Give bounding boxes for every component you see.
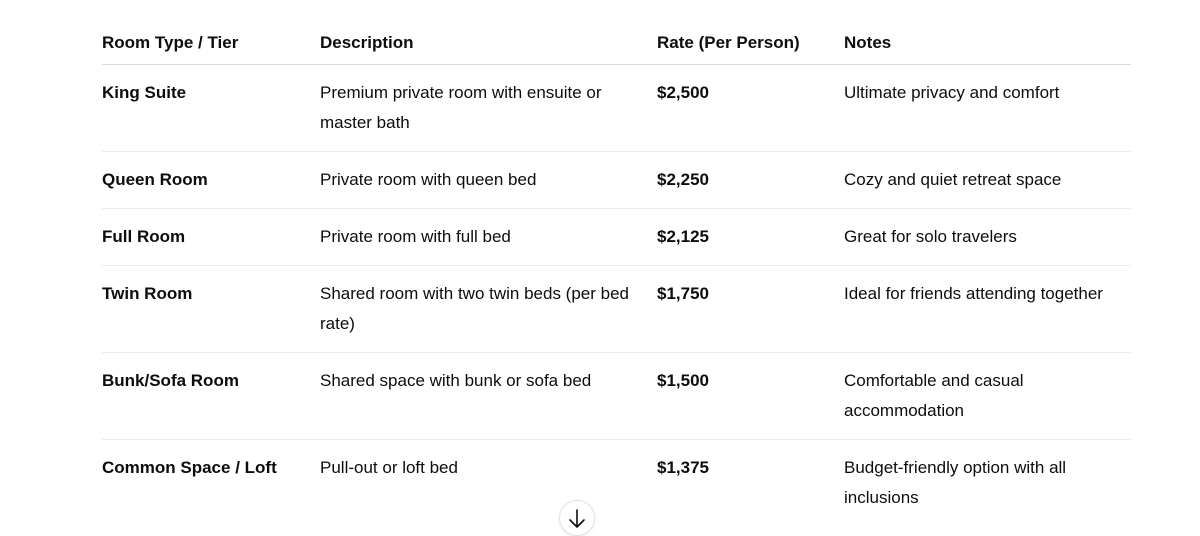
rate-cell: $2,125 [657, 208, 844, 266]
table-row: Bunk/Sofa Room Shared space with bunk or … [102, 352, 1131, 440]
header-rate: Rate (Per Person) [657, 26, 844, 65]
arrow-down-icon [569, 509, 585, 528]
notes-cell: Ideal for friends attending together [844, 265, 1131, 353]
notes-cell: Comfortable and casual accommodation [844, 352, 1131, 440]
header-notes: Notes [844, 26, 1131, 65]
header-description: Description [320, 26, 657, 65]
rate-cell: $1,750 [657, 265, 844, 353]
room-type-cell: Full Room [102, 208, 320, 266]
table-row: Queen Room Private room with queen bed $2,… [102, 151, 1131, 209]
table-header-row: Room Type / Tier Description Rate (Per P… [102, 26, 1131, 65]
rate-cell: $2,250 [657, 151, 844, 209]
scroll-to-bottom-button[interactable] [559, 500, 595, 536]
room-type-cell: Bunk/Sofa Room [102, 352, 320, 440]
description-cell: Private room with full bed [320, 208, 657, 266]
room-type-cell: Common Space / Loft [102, 458, 277, 477]
description-cell: Shared room with two twin beds (per bed … [320, 265, 657, 353]
notes-cell: Great for solo travelers [844, 208, 1131, 266]
rate-cell: $2,500 [657, 64, 844, 152]
description-cell: Private room with queen bed [320, 151, 657, 209]
room-rates-table: Room Type / Tier Description Rate (Per P… [102, 26, 1131, 526]
rate-cell: $1,375 [657, 458, 709, 477]
rate-cell: $1,500 [657, 352, 844, 440]
table-row: Twin Room Shared room with two twin beds … [102, 265, 1131, 353]
table-row: King Suite Premium private room with ensu… [102, 64, 1131, 152]
table-row: Full Room Private room with full bed $2,12… [102, 208, 1131, 266]
notes-cell: Budget-friendly option with all inclusio… [844, 458, 1067, 507]
header-room-type: Room Type / Tier [102, 26, 320, 65]
description-cell: Pull-out or loft bed [320, 458, 458, 477]
notes-cell: Ultimate privacy and comfort [844, 64, 1131, 152]
room-type-cell: Twin Room [102, 265, 320, 353]
table-row: Common Space / Loft Pull-out or loft bed $… [102, 440, 1131, 527]
notes-cell: Cozy and quiet retreat space [844, 151, 1131, 209]
room-type-cell: Queen Room [102, 151, 320, 209]
description-cell: Shared space with bunk or sofa bed [320, 352, 657, 440]
room-type-cell: King Suite [102, 64, 320, 152]
description-cell: Premium private room with ensuite or mas… [320, 64, 657, 152]
